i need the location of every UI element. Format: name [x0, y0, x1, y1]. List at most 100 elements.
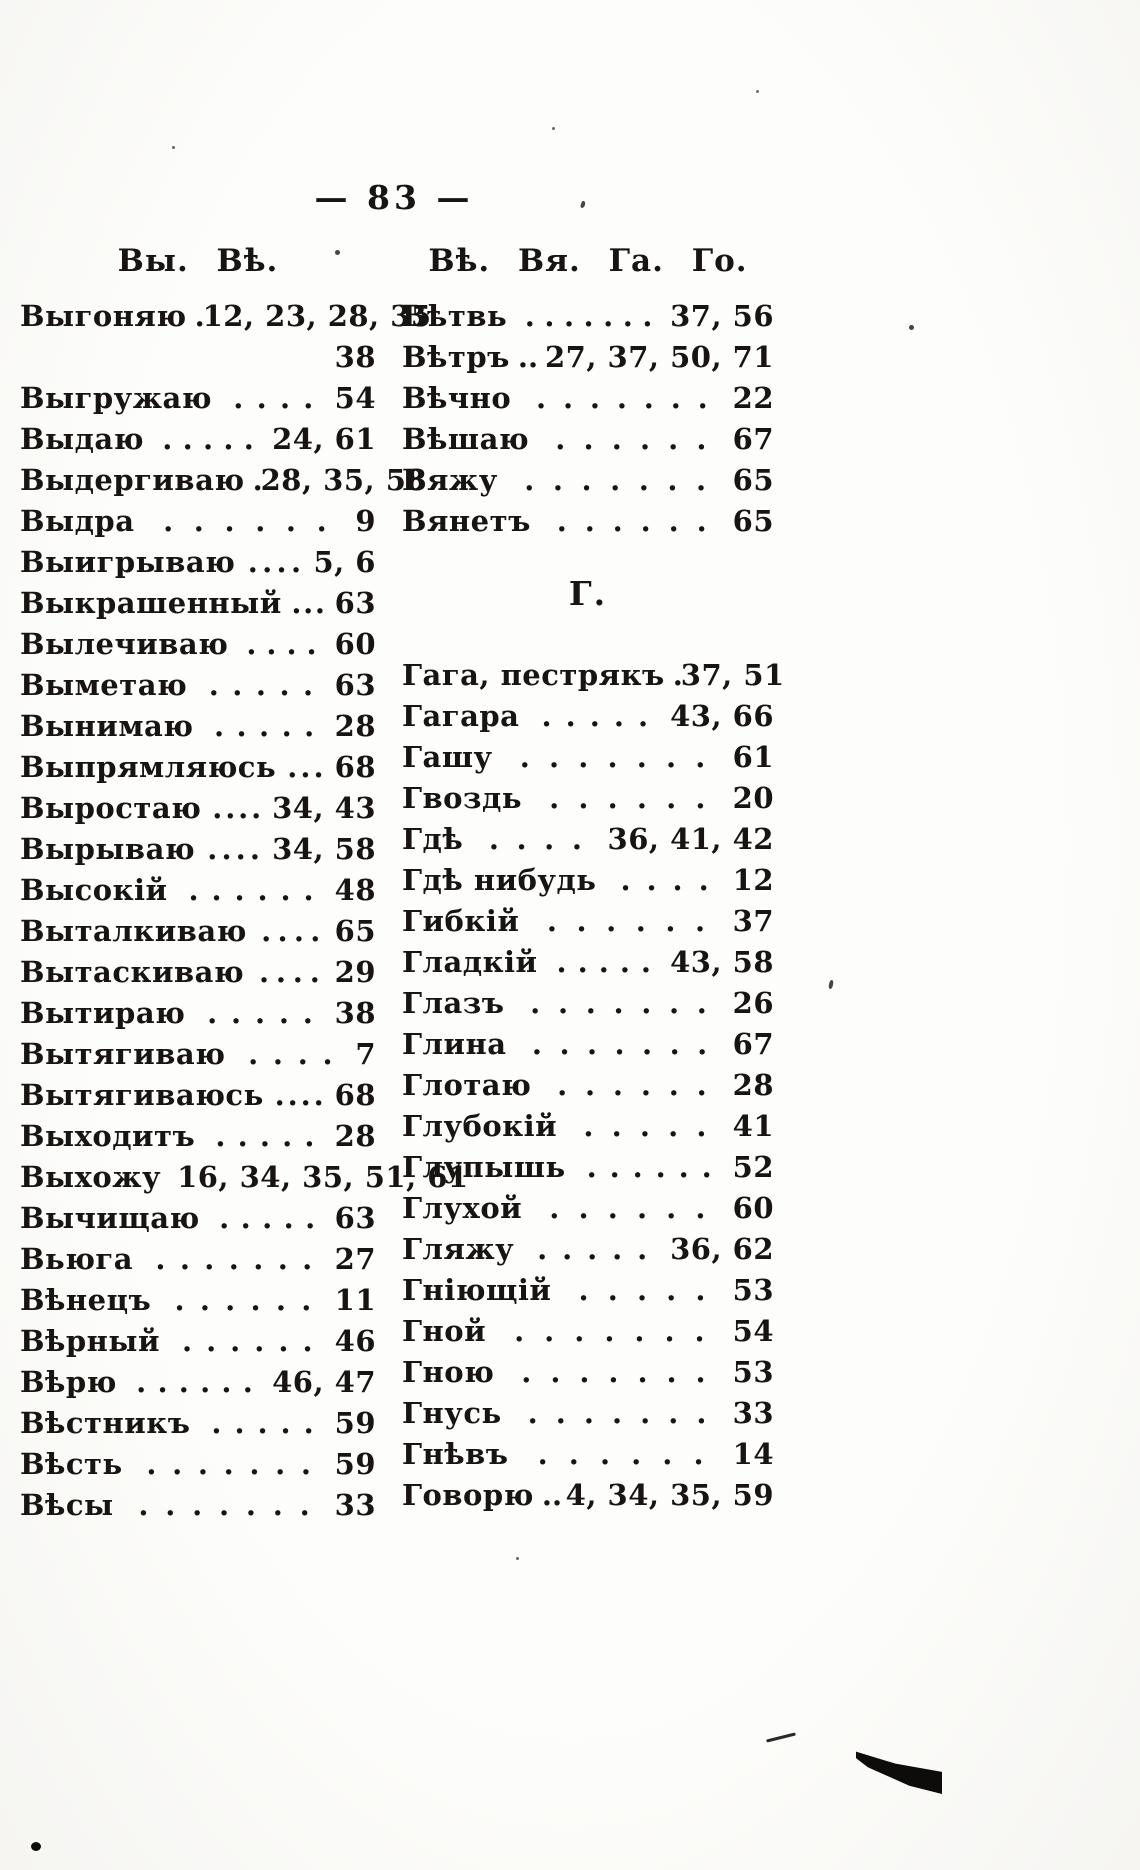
index-entry: Вытягиваю.... 7 [20, 1034, 376, 1075]
entry-pages: 37, 51 [680, 658, 785, 692]
index-entry: Вырываю.... 34, 58 [20, 829, 376, 870]
entry-term: Выдергиваю [20, 463, 245, 497]
entry-pages: 53 [732, 1355, 774, 1389]
entry-term: Вычищаю [20, 1201, 200, 1235]
entry-pages: 68 [334, 750, 376, 784]
dot-leader: . [187, 296, 203, 337]
dot-leader: .... [247, 545, 302, 579]
entry-pages: 59 [334, 1406, 376, 1440]
dot-leader: ..... [213, 709, 315, 743]
index-entry: Выметаю..... 63 [20, 665, 376, 706]
entry-term: Выгружаю [20, 381, 213, 415]
entry-pages: 61 [732, 740, 774, 774]
entry-term: Вытягиваю [20, 1037, 226, 1071]
entry-pages: 36, 41, 42 [607, 822, 774, 856]
dot-leader: .... [488, 822, 582, 856]
entry-pages: 60 [334, 627, 376, 661]
entry-term: Глина [402, 1027, 507, 1061]
dot-leader: ..... [211, 1406, 314, 1440]
entry-term: Гніющій [402, 1273, 552, 1307]
index-entry: Вьюга....... 27 [20, 1239, 376, 1280]
dot-leader: ....... [138, 1488, 310, 1522]
entry-pages: 33 [732, 1396, 774, 1430]
entry-term: Выхожу [20, 1160, 162, 1194]
index-entry: Вѣсть....... 59 [20, 1444, 376, 1485]
entry-pages: 16, 34, 35, 51, 61 [177, 1160, 469, 1194]
dot-leader: ..... [583, 1109, 707, 1143]
index-entry: Гашу....... 61 [402, 737, 774, 778]
index-entry: Выигрываю.... 5, 6 [20, 542, 376, 583]
dot-leader: ....... [519, 740, 706, 774]
index-entry: Вѣнецъ...... 11 [20, 1280, 376, 1321]
entry-pages: 38 [334, 996, 376, 1030]
index-entry: Выдергиваю.28, 35, 58 [20, 460, 427, 501]
entry-term: Гнѣвъ [402, 1437, 509, 1471]
entry-pages: 48 [334, 873, 376, 907]
entry-term: Вѣстникъ [20, 1406, 191, 1440]
entry-term: Вѣтвь [402, 299, 508, 333]
entry-term: Глубокій [402, 1109, 558, 1143]
index-entry: Вычищаю..... 63 [20, 1198, 376, 1239]
entry-pages: 5, 6 [313, 545, 376, 579]
entry-pages: 27 [334, 1242, 376, 1276]
ink-speck [828, 979, 834, 990]
entry-pages: 27, 37, 50, 71 [544, 340, 774, 374]
index-entry: Выростаю.... 34, 43 [20, 788, 376, 829]
entry-term: Гляжу [402, 1232, 515, 1266]
index-entry: Вытаскиваю.... 29 [20, 952, 376, 993]
entry-term: Вытираю [20, 996, 186, 1030]
dot-leader: ... [291, 586, 325, 620]
entry-pages: 22 [732, 381, 774, 415]
entry-pages: 28 [334, 709, 376, 743]
entry-term: Выдра [20, 504, 135, 538]
dot-leader: ..... [207, 996, 313, 1030]
entry-pages: 63 [334, 668, 376, 702]
entry-pages: 33 [334, 1488, 376, 1522]
entry-pages: 11 [334, 1283, 376, 1317]
dot-leader: ...... [549, 781, 706, 815]
entry-term: Гдѣ нибудь [402, 863, 597, 897]
dot-leader: ...... [556, 504, 707, 538]
column-header-right: Вѣ. Вя. Га. Го. [428, 243, 748, 279]
entry-pages: 46 [334, 1324, 376, 1358]
column-header-left: Вы. Вѣ. [117, 243, 279, 279]
dot-leader: ....... [524, 299, 653, 333]
entry-pages: 7 [355, 1037, 376, 1071]
dot-leader: .... [274, 1078, 324, 1112]
entry-term: Вѣнецъ [20, 1283, 152, 1317]
entry-term: Вѣчно [402, 381, 512, 415]
dot-leader: .... [233, 381, 314, 415]
entry-pages: 46, 47 [272, 1365, 376, 1399]
entry-term: Гвоздь [402, 781, 523, 815]
entry-term: Гага, пестрякъ [402, 658, 665, 692]
dot-leader: ..... [162, 422, 254, 456]
entry-pages: 12, 23, 28, 35 [202, 299, 432, 333]
entry-pages: 63 [334, 1201, 376, 1235]
entry-pages: 38 [334, 340, 376, 374]
entry-pages: 24, 61 [272, 422, 376, 456]
entry-term: Гною [402, 1355, 495, 1389]
entry-term: Вѣрю [20, 1365, 117, 1399]
entry-pages: 65 [732, 463, 774, 497]
entry-pages: 36, 62 [670, 1232, 774, 1266]
ink-speck [552, 127, 555, 130]
entry-term: Выкрашенный [20, 586, 282, 620]
entry-term: Гдѣ [402, 822, 464, 856]
entry-term: Выталкиваю [20, 914, 247, 948]
index-column-right: Вѣ. Вя. Га. Го. Вѣтвь....... 37, 56 Вѣтръ.… [402, 243, 784, 1516]
entry-term: Вяжу [402, 463, 498, 497]
entry-pages: 60 [732, 1191, 774, 1225]
index-entry: Гной....... 54 [402, 1311, 774, 1352]
dot-leader: .... [620, 863, 709, 897]
entry-term: Вытягиваюсь [20, 1078, 264, 1112]
index-entry: Вытягиваюсь.... 68 [20, 1075, 376, 1116]
index-entry: Выходитъ..... 28 [20, 1116, 376, 1157]
index-entry: Глина....... 67 [402, 1024, 774, 1065]
dot-leader: ...... [163, 504, 327, 538]
ink-speck [335, 250, 340, 255]
entry-term: Гной [402, 1314, 487, 1348]
entry-pages: 20 [732, 781, 774, 815]
index-entry: Вылечиваю.... 60 [20, 624, 376, 665]
dot-leader: ...... [174, 1283, 312, 1317]
index-entry: 38 [20, 337, 376, 378]
